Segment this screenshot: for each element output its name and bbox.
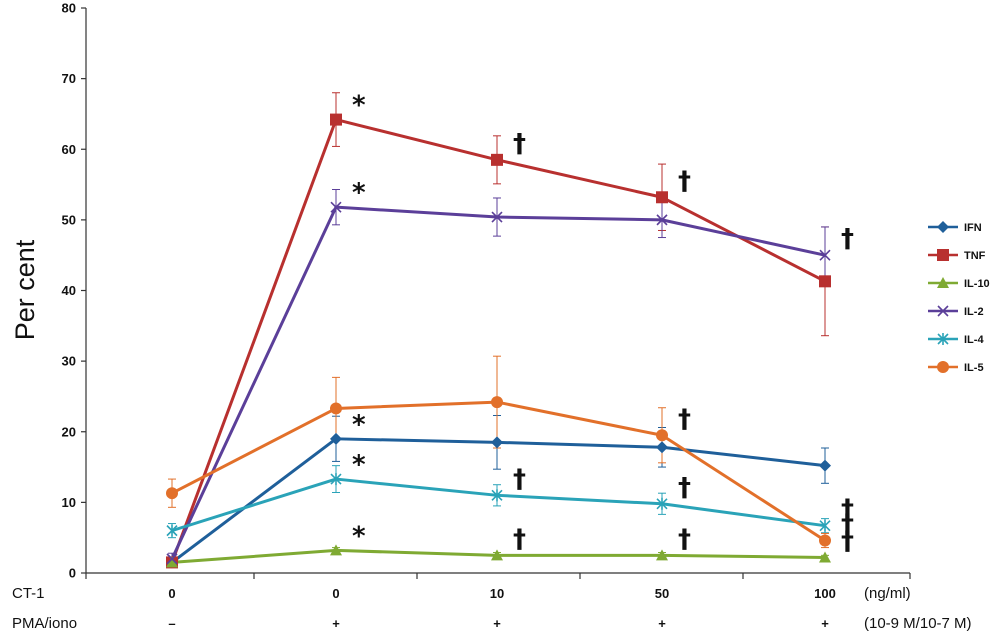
data-point-diamond (937, 221, 949, 233)
y-tick-label: 20 (62, 424, 76, 439)
significance-dagger: † (678, 473, 691, 503)
y-tick-label: 40 (62, 283, 76, 298)
legend-entry: IL-4 (964, 334, 984, 346)
data-point-circle (491, 396, 503, 409)
data-point-x (166, 553, 178, 565)
data-point-diamond (656, 441, 668, 454)
row-unit-label: (ng/ml) (864, 585, 911, 602)
data-point-triangle (330, 544, 342, 556)
y-tick-label: 30 (62, 354, 76, 369)
significance-dagger: † (841, 510, 854, 540)
data-point-circle (656, 429, 668, 442)
x-tick-label: – (168, 616, 175, 631)
significance-dagger: † (513, 524, 526, 554)
data-point-x (656, 214, 668, 226)
y-tick-label: 60 (62, 142, 76, 157)
data-point-square (656, 191, 668, 204)
significance-dagger: † (678, 404, 691, 434)
x-tick-label: + (658, 616, 666, 631)
significance-dagger: † (513, 464, 526, 494)
significance-asterisk: * (352, 450, 366, 480)
data-point-x (330, 201, 342, 213)
data-point-circle (166, 487, 178, 500)
row-label: CT-1 (12, 585, 45, 602)
significance-asterisk: * (352, 178, 366, 208)
data-point-triangle (166, 556, 178, 568)
data-point-circle (330, 402, 342, 415)
data-point-circle (819, 534, 831, 547)
data-point-circle (937, 361, 949, 373)
legend-entry: IFN (964, 222, 982, 234)
data-point-diamond (330, 432, 342, 445)
data-point-star (937, 333, 949, 345)
y-axis-title: Per cent (10, 239, 40, 340)
y-tick-label: 80 (62, 1, 76, 16)
data-point-diamond (491, 436, 503, 449)
significance-asterisk: * (352, 521, 366, 551)
data-point-square (819, 275, 831, 288)
significance-asterisk: * (352, 91, 366, 121)
data-point-square (330, 113, 342, 126)
data-points (166, 113, 831, 569)
legend-entry: IL-10 (964, 278, 990, 290)
significance-dagger: † (841, 224, 854, 254)
x-tick-label: 10 (490, 586, 504, 601)
significance-annotations: **††* † † †*†* † †††† (352, 91, 854, 557)
y-tick-label: 0 (69, 566, 76, 581)
data-point-diamond (819, 459, 831, 472)
legend: IFN TNF IL-10 IL-2 IL-4 IL-5 (928, 221, 990, 374)
data-point-star (491, 489, 503, 502)
chart-axes: 0 10 20 30 40 50 60 70 80 Per cent CT-1 0 0 10 50 100 (n… (10, 1, 972, 633)
data-point-x (937, 305, 949, 317)
x-tick-label: 0 (332, 586, 339, 601)
y-tick-label: 70 (62, 71, 76, 86)
significance-asterisk: * (352, 410, 366, 440)
legend-entry: TNF (964, 250, 986, 262)
significance-dagger: † (678, 166, 691, 196)
legend-entry: IL-5 (964, 362, 984, 374)
data-point-triangle (491, 549, 503, 561)
data-point-triangle (656, 549, 668, 561)
data-point-star (330, 473, 342, 486)
significance-dagger: † (841, 526, 854, 556)
x-tick-label: 0 (168, 586, 175, 601)
y-tick-label: 10 (62, 495, 76, 510)
legend-entry: IL-2 (964, 306, 984, 318)
data-point-x (491, 211, 503, 223)
row-label: PMA/iono (12, 615, 77, 632)
x-tick-label: + (332, 616, 340, 631)
data-point-square (491, 153, 503, 166)
data-point-star (819, 519, 831, 532)
x-tick-label: + (821, 616, 829, 631)
data-point-triangle (937, 277, 949, 288)
x-tick-label: + (493, 616, 501, 631)
data-point-star (656, 497, 668, 510)
row-unit-label: (10-9 M/10-7 M) (864, 615, 972, 632)
x-tick-label: 50 (655, 586, 669, 601)
data-point-triangle (819, 551, 831, 563)
data-point-star (166, 524, 178, 537)
data-point-square (937, 249, 949, 261)
significance-dagger: † (841, 495, 854, 525)
data-point-x (819, 249, 831, 261)
y-tick-label: 50 (62, 212, 76, 227)
x-tick-label: 100 (814, 586, 836, 601)
significance-dagger: † (513, 129, 526, 159)
series-line-il-5 (171, 400, 826, 542)
significance-dagger: † (678, 524, 691, 554)
